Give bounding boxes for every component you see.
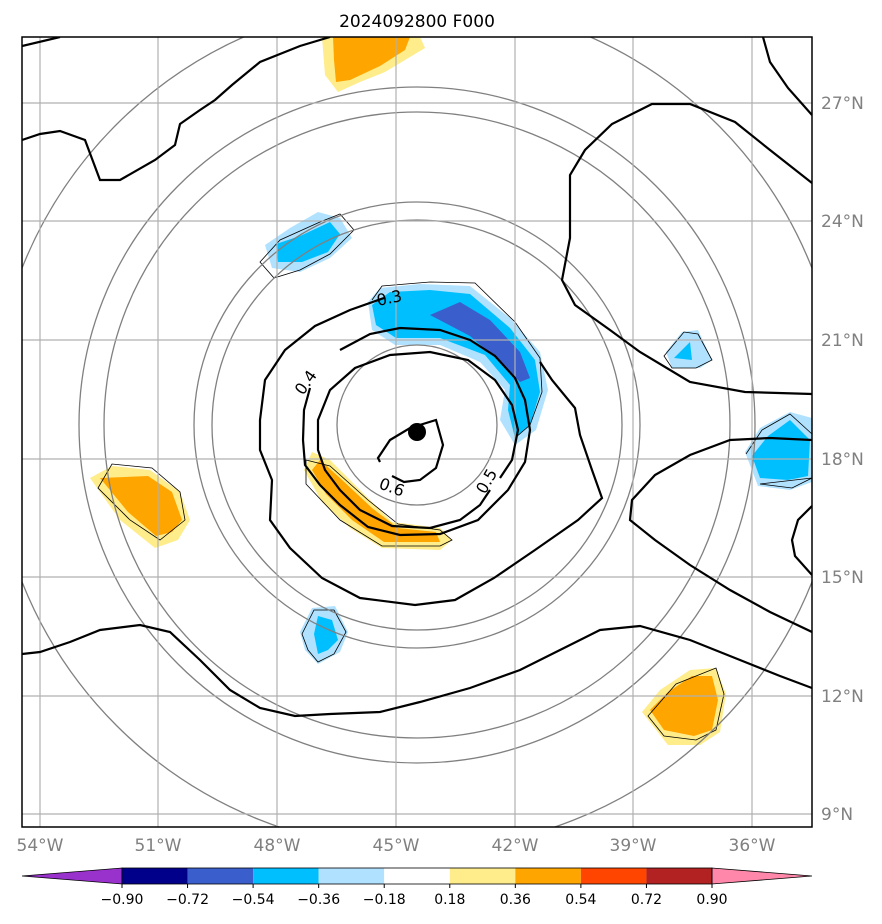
colorbar-segment [646, 868, 712, 884]
colorbar-tick-label: 0.72 [631, 892, 662, 908]
colorbar-segment [384, 868, 450, 884]
colorbar-frame [121, 867, 713, 885]
colorbar-segment [122, 868, 188, 884]
lat-tick-label: 27°N [821, 94, 864, 114]
colorbar-tick-label: 0.18 [434, 892, 465, 908]
storm-center-marker [408, 423, 426, 441]
contour-lines [22, 37, 812, 718]
contour-0.5 [316, 350, 520, 530]
fill-eyewall-blue-dark [430, 302, 530, 382]
colorbar-tick-label: 0.54 [565, 892, 596, 908]
lon-tick-label: 39°W [610, 836, 657, 856]
lat-tick-label: 12°N [821, 687, 864, 707]
plot-frame [21, 36, 813, 828]
fill-east-blue-core [752, 420, 810, 480]
range-rings [22, 37, 812, 827]
contour-east-tip [790, 505, 812, 576]
contour-south [22, 623, 812, 718]
lon-tick-label: 51°W [135, 836, 182, 856]
lon-tick-label: 54°W [17, 836, 64, 856]
contour-0.6 [376, 418, 445, 484]
lat-tick-label: 9°N [821, 805, 853, 825]
colorbar-segment [580, 868, 647, 884]
colorbar-segment [187, 868, 254, 884]
fill-ne-small-blue-core [674, 342, 692, 360]
contour-label-0.3: 0.3 [375, 286, 404, 310]
fill-west-orange-core [100, 476, 182, 536]
lon-tick-label: 42°W [492, 836, 539, 856]
colorbar-tick-label: 0.36 [500, 892, 531, 908]
fill-southeast-orange-core [650, 676, 718, 736]
contour-east-low [628, 436, 812, 633]
colorbar-tick-label: −0.72 [166, 892, 209, 908]
colorbar-tick-label: 0.90 [696, 892, 727, 908]
contour-north-west [22, 37, 331, 182]
fill-eyewall-blue-core [372, 290, 540, 438]
colorbar-segment [449, 868, 516, 884]
lon-tick-label: 48°W [254, 836, 301, 856]
colorbar-tick-label: −0.18 [363, 892, 406, 908]
lon-tick-label: 36°W [729, 836, 776, 856]
colorbar-segment [515, 868, 581, 884]
colorbar-tick-label: −0.36 [297, 892, 340, 908]
fill-north-orange-core [333, 37, 410, 82]
lat-tick-label: 18°N [821, 450, 864, 470]
lat-tick-label: 24°N [821, 212, 864, 232]
figure-title: 2024092800 F000 [339, 12, 495, 32]
lat-tick-labels: 27°N 24°N 21°N 18°N 15°N 12°N 9°N [821, 94, 864, 825]
contour-0.3 [258, 296, 604, 607]
map-plot-area [22, 37, 812, 827]
colorbar-extend-high [711, 867, 813, 885]
lon-tick-labels: 54°W 51°W 48°W 45°W 42°W 39°W 36°W [17, 836, 776, 856]
fill-eyewall-orange [304, 452, 452, 550]
colorbar-tick-label: −0.90 [101, 892, 144, 908]
colorbar-tick-label: −0.54 [232, 892, 275, 908]
lon-tick-label: 45°W [373, 836, 420, 856]
colorbar-segment [253, 868, 319, 884]
contour-east-loop [560, 102, 812, 396]
colorbar-segment [318, 868, 385, 884]
colorbar-extend-low [21, 867, 123, 885]
contour-0.4 [301, 326, 532, 537]
fill-nw-blue-core [276, 222, 340, 262]
colorbar: −0.90 −0.72 −0.54 −0.36 −0.18 0.18 0.36 0.54 0.7… [21, 867, 813, 908]
lat-tick-label: 15°N [821, 568, 864, 588]
lat-tick-label: 21°N [821, 331, 864, 351]
gridlines [22, 37, 812, 827]
contour-northeast [761, 37, 812, 116]
